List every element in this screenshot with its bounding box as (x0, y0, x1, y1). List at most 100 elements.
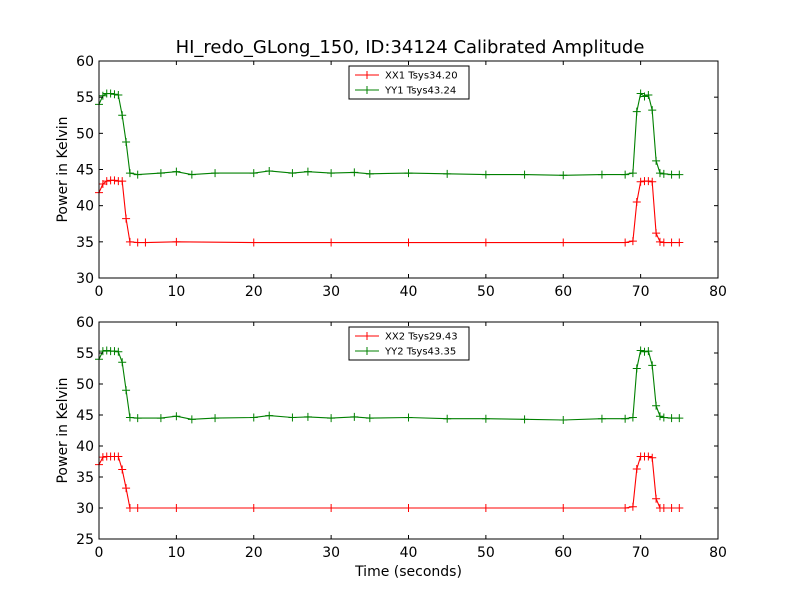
data-point (156, 414, 165, 423)
data-point (652, 156, 661, 165)
data-point (636, 346, 645, 355)
data-point (628, 413, 637, 422)
data-point (122, 484, 131, 493)
x-tick-label: 50 (477, 284, 495, 300)
data-point (211, 169, 220, 178)
x-tick-label: 60 (554, 545, 572, 561)
data-point (481, 504, 490, 512)
data-point (133, 238, 142, 247)
y-tick-label: 55 (76, 90, 94, 106)
data-point (110, 347, 119, 356)
legend-entry: YY1 Tsys43.24 (384, 86, 456, 97)
data-point (404, 169, 413, 178)
x-axis-label: Time (seconds) (354, 564, 462, 580)
data-point (636, 177, 645, 186)
data-point (667, 414, 676, 423)
data-point (655, 237, 664, 246)
data-point (597, 414, 606, 423)
data-point (211, 414, 220, 423)
data-point (655, 412, 664, 421)
data-point (659, 413, 668, 422)
y-tick-label: 60 (76, 315, 94, 331)
data-point (621, 504, 630, 512)
legend-marker (363, 332, 371, 340)
data-point (125, 169, 134, 178)
x-tick-label: 70 (632, 284, 650, 300)
data-point (303, 167, 312, 176)
y-axis-label: Power in Kelvin (55, 377, 71, 483)
series-line (98, 92, 680, 176)
data-point (122, 386, 131, 395)
data-point (249, 413, 258, 422)
data-point (632, 364, 641, 373)
figure-title: HI_redo_GLong_150, ID:34124 Calibrated A… (176, 37, 645, 58)
data-point (265, 166, 274, 175)
x-tick-label: 30 (322, 284, 340, 300)
x-tick-label: 30 (322, 545, 340, 561)
data-point (156, 169, 165, 178)
data-point (652, 494, 661, 503)
data-point (648, 177, 657, 186)
data-point (675, 170, 684, 179)
legend: XX2 Tsys29.43 YY2 Tsys43.35 (348, 326, 470, 361)
series-line (98, 349, 680, 421)
data-point (172, 167, 181, 176)
data-point (125, 237, 134, 246)
data-point (133, 414, 142, 423)
x-tick-label: 60 (554, 284, 572, 300)
data-point (110, 90, 119, 99)
data-point (288, 169, 297, 178)
data-point (443, 414, 452, 423)
data-point (443, 169, 452, 178)
data-point (118, 177, 127, 186)
data-point (133, 170, 142, 179)
y-tick-label: 30 (76, 271, 94, 287)
data-point (621, 170, 630, 179)
data-point (632, 198, 641, 207)
x-tick-label: 40 (400, 545, 418, 561)
data-point (404, 504, 413, 512)
data-point (303, 412, 312, 421)
y-tick-label: 55 (76, 346, 94, 362)
data-point (114, 452, 123, 461)
data-point (481, 238, 490, 247)
data-point (265, 411, 274, 420)
data-point (628, 237, 637, 246)
x-tick-label: 20 (245, 545, 263, 561)
series-1-xx2-tsys29-43 (95, 452, 684, 512)
legend-entry: XX2 Tsys29.43 (385, 332, 458, 343)
y-tick-label: 50 (76, 126, 94, 142)
x-tick-label: 70 (632, 545, 650, 561)
x-tick-label: 50 (477, 545, 495, 561)
series-2-yy1-tsys43-24 (95, 89, 684, 180)
data-point (644, 452, 653, 461)
data-point (172, 237, 181, 246)
y-tick-label: 40 (76, 199, 94, 215)
x-tick-label: 20 (245, 284, 263, 300)
y-tick-label: 60 (76, 54, 94, 70)
data-point (98, 453, 107, 462)
legend-entry: YY2 Tsys43.35 (384, 347, 456, 358)
data-point (350, 412, 359, 421)
series-line (98, 455, 680, 509)
x-tick-label: 10 (167, 284, 185, 300)
legend-marker (363, 347, 371, 355)
data-point (327, 414, 336, 423)
data-point (172, 412, 181, 421)
legend: XX1 Tsys34.20 YY1 Tsys43.24 (348, 65, 470, 100)
data-point (520, 170, 529, 179)
data-point (655, 169, 664, 178)
data-point (187, 415, 196, 424)
y-tick-label: 45 (76, 163, 94, 179)
x-tick-label: 10 (167, 545, 185, 561)
data-point (652, 229, 661, 238)
data-point (118, 111, 127, 120)
plot-1: 0 10 20 30 40 50 60 70 80 30 35 40 45 50 55 60 Power in … (55, 54, 727, 300)
data-point (659, 238, 668, 247)
data-point (141, 238, 150, 247)
data-point (122, 138, 131, 147)
data-point (172, 504, 181, 512)
data-point (481, 414, 490, 423)
data-point (621, 414, 630, 423)
